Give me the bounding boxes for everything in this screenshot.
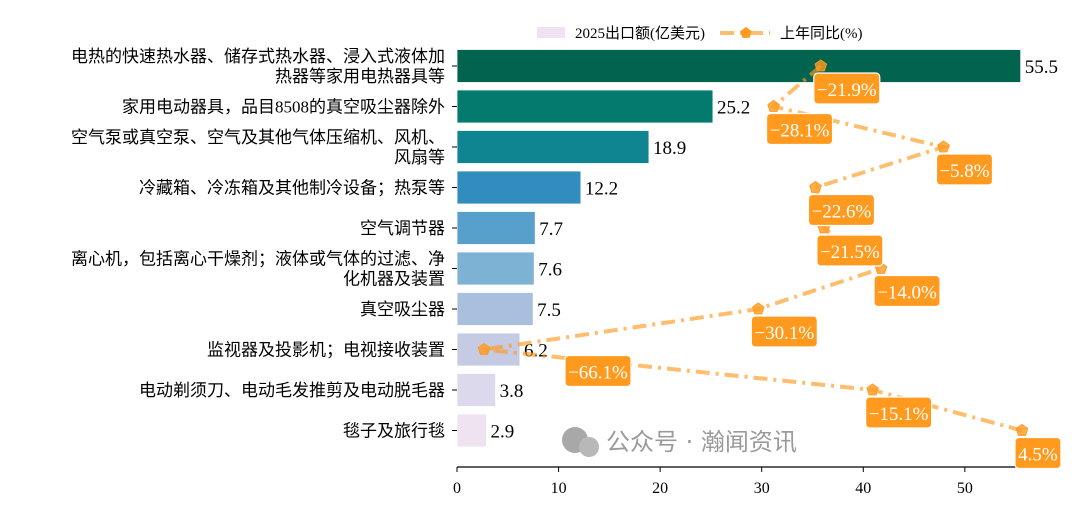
- bar-value-label: 18.9: [653, 138, 686, 159]
- yoy-data-label: −15.1%: [865, 396, 933, 429]
- category-label: 热器等家用电热器具等: [275, 67, 445, 86]
- legend-swatch-bar: [537, 27, 565, 38]
- bar: [456, 170, 582, 205]
- bar: [456, 49, 1022, 83]
- category-label: 监视器及投影机；电视接收装置: [207, 341, 445, 360]
- svg-text:公众号 · 瀚闻资讯: 公众号 · 瀚闻资讯: [606, 428, 797, 456]
- bar: [456, 292, 534, 326]
- bar-value-label: 55.5: [1025, 57, 1058, 78]
- bar: [456, 89, 714, 124]
- legend-label-bar: 2025出口额(亿美元): [575, 25, 705, 42]
- bar-value-label: 12.2: [585, 179, 618, 200]
- svg-text:−21.9%: −21.9%: [817, 80, 877, 101]
- bar: [456, 373, 496, 407]
- bar-value-label: 7.6: [538, 260, 562, 281]
- bar-value-label: 7.5: [537, 300, 561, 321]
- category-label: 化机器及装置: [343, 270, 445, 289]
- bar-value-label: 25.2: [717, 98, 750, 119]
- yoy-marker: [1015, 423, 1029, 436]
- yoy-marker: [767, 99, 780, 112]
- svg-text:−21.5%: −21.5%: [820, 242, 880, 263]
- x-tick-label: 50: [957, 480, 973, 497]
- bar-value-label: 7.7: [539, 219, 563, 240]
- x-tick-label: 10: [551, 480, 567, 497]
- svg-text:4.5%: 4.5%: [1018, 445, 1058, 466]
- yoy-data-label: −5.8%: [935, 153, 994, 186]
- bar: [456, 413, 487, 448]
- category-label: 真空吸尘器: [360, 300, 445, 319]
- category-label: 空气泵或真空泵、空气及其他气体压缩机、风机、: [71, 128, 445, 147]
- category-label: 电动剃须刀、电动毛发推剪及电动脱毛器: [139, 381, 445, 400]
- watermark: 公众号 · 瀚闻资讯: [562, 427, 797, 457]
- category-label: 离心机，包括离心干燥剂；液体或气体的过滤、净: [71, 250, 445, 269]
- svg-text:−15.1%: −15.1%: [869, 404, 929, 425]
- yoy-data-label: −66.1%: [564, 354, 632, 388]
- x-tick-label: 40: [855, 480, 871, 497]
- yoy-marker: [937, 140, 950, 153]
- category-label: 家用电动器具，品目8508的真空吸尘器除外: [122, 98, 445, 117]
- bar-value-label: 2.9: [490, 422, 514, 443]
- category-label: 风扇等: [394, 148, 445, 167]
- bar: [456, 130, 650, 164]
- yoy-marker: [752, 302, 765, 315]
- legend-label-line: 上年同比(%): [780, 25, 863, 42]
- yoy-data-label: −14.0%: [873, 274, 941, 308]
- category-label: 电热的快速热水器、储存式热水器、浸入式液体加: [71, 47, 445, 66]
- yoy-marker: [814, 59, 828, 72]
- svg-text:−66.1%: −66.1%: [568, 363, 628, 384]
- svg-text:−22.6%: −22.6%: [812, 202, 872, 223]
- yoy-data-label: 4.5%: [1014, 436, 1062, 470]
- bar-value-label: 3.8: [500, 381, 524, 402]
- yoy-data-label: −28.1%: [765, 112, 834, 146]
- yoy-marker: [866, 383, 879, 396]
- yoy-data-label: −22.6%: [807, 193, 876, 227]
- bar: [456, 211, 536, 245]
- svg-text:−14.0%: −14.0%: [877, 283, 937, 304]
- yoy-marker: [477, 342, 491, 355]
- category-label: 空气调节器: [360, 219, 445, 238]
- svg-text:−30.1%: −30.1%: [754, 323, 814, 344]
- yoy-data-label: −30.1%: [750, 315, 818, 348]
- x-tick-label: 30: [754, 480, 770, 497]
- category-label: 毯子及旅行毯: [343, 422, 445, 441]
- legend-marker-line: [740, 27, 752, 38]
- svg-text:−28.1%: −28.1%: [770, 121, 830, 142]
- svg-text:−5.8%: −5.8%: [939, 161, 989, 182]
- yoy-data-label: −21.5%: [816, 234, 884, 267]
- yoy-data-label: −21.9%: [813, 72, 881, 105]
- x-tick-label: 0: [453, 480, 461, 497]
- bar: [456, 251, 535, 286]
- category-label: 冷藏箱、冷冻箱及其他制冷设备；热泵等: [139, 179, 445, 198]
- x-tick-label: 20: [652, 480, 668, 497]
- yoy-marker: [809, 180, 822, 193]
- legend: 2025出口额(亿美元) 上年同比(%): [537, 25, 863, 42]
